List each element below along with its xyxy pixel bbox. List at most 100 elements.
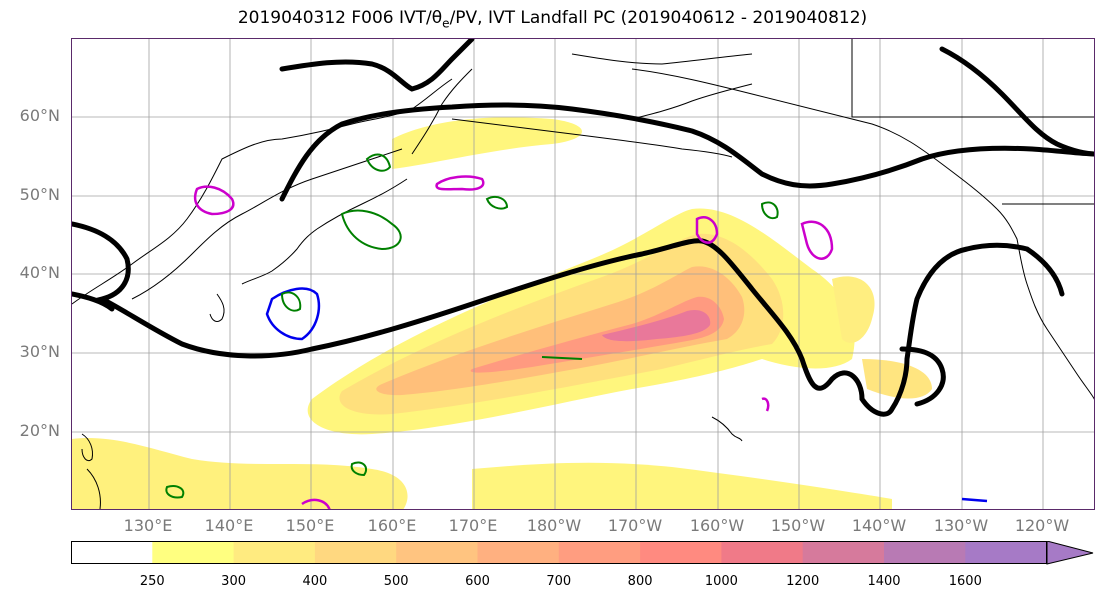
- coast-alaska-2: [631, 83, 753, 120]
- lat-label-20n: 20°N: [19, 421, 60, 440]
- pv-contour-6: [350, 461, 368, 477]
- pc-contour-north: [279, 39, 475, 92]
- colorbar-cell: [965, 541, 1048, 564]
- pc-contour-bottom-east: [899, 346, 946, 407]
- lon-label-120w: 120°W: [1014, 516, 1070, 535]
- pv-contour-5: [541, 356, 583, 360]
- lat-label-30n: 30°N: [19, 342, 60, 361]
- pv-contour-3: [485, 196, 509, 210]
- colorbar-cell: [477, 541, 560, 564]
- colorbar-cell: [884, 541, 966, 564]
- gridlines: [72, 39, 1094, 509]
- map-title: 2019040312 F006 IVT/θe/PV, IVT Landfall …: [0, 8, 1105, 30]
- pv-contour-4: [760, 201, 779, 220]
- coast-asia-2: [131, 148, 403, 300]
- coast-korea: [209, 293, 225, 322]
- colorbar-tick-label: 250: [139, 574, 165, 589]
- title-prefix: 2019040312 F006 IVT/: [237, 8, 432, 28]
- ivt-band-north: [392, 117, 582, 169]
- pv-contour-1: [340, 209, 402, 251]
- ivt-colorbar: [71, 541, 1094, 565]
- map-canvas: [72, 39, 1094, 509]
- colorbar-tick-label: 500: [383, 574, 409, 589]
- theta-contour-6: [761, 397, 770, 412]
- colorbar-cell: [640, 541, 722, 564]
- colorbar-tick-label: 1400: [867, 574, 901, 589]
- colorbar-tick-label: 1000: [704, 574, 738, 589]
- colorbar-cell: [721, 541, 804, 564]
- ivt-band-800: [470, 296, 724, 373]
- pc-contour-west-edge: [72, 291, 115, 312]
- colorbar-cell: [233, 541, 316, 564]
- colorbar-cell: [558, 541, 641, 564]
- coast-kuril: [316, 178, 408, 230]
- pv-contours: [165, 153, 779, 499]
- coast-boundary-canada: [851, 39, 1094, 118]
- lon-label-170e: 170°E: [448, 516, 498, 535]
- coast-bering: [571, 53, 753, 65]
- theta-e-blue-contours: [265, 287, 988, 503]
- theta-contour-3: [695, 216, 719, 244]
- lat-label-60n: 60°N: [19, 106, 60, 125]
- lon-label-180w: 180°W: [526, 516, 582, 535]
- ivt-shading: [72, 117, 932, 509]
- colorbar-tick-label: 600: [465, 574, 490, 589]
- colorbar-tick-label: 1600: [948, 574, 982, 589]
- pc-contour-main: [72, 221, 1065, 417]
- colorbar-tick-label: 700: [546, 574, 572, 589]
- map-panel: [71, 38, 1095, 510]
- coast-kamchatka: [411, 68, 473, 155]
- colorbar-tick-label: 800: [627, 574, 653, 589]
- colorbar-tick-label: 400: [302, 574, 328, 589]
- lon-label-130e: 130°E: [123, 516, 173, 535]
- colorbar-cells: [71, 541, 1048, 564]
- coast-philippines: [86, 468, 101, 509]
- pc-contours: [72, 39, 1094, 417]
- lon-label-130w: 130°W: [933, 516, 989, 535]
- coast-hawaii: [711, 416, 743, 442]
- lon-label-140e: 140°E: [204, 516, 254, 535]
- ivt-band-east-2: [862, 359, 932, 399]
- lat-label-40n: 40°N: [19, 263, 60, 282]
- coast-japan: [241, 228, 318, 285]
- theta-e-contours: [193, 175, 834, 509]
- lat-label-50n: 50°N: [19, 185, 60, 204]
- pc-contour-northloop: [279, 102, 1094, 202]
- colorbar-cell: [396, 541, 478, 564]
- lon-label-140w: 140°W: [851, 516, 907, 535]
- colorbar-tick-label: 300: [221, 574, 246, 589]
- coast-aleutian: [451, 118, 733, 158]
- title-subscript: e: [442, 16, 450, 31]
- lon-label-160e: 160°E: [367, 516, 417, 535]
- theta-contour-5: [301, 498, 331, 509]
- lon-label-150e: 150°E: [285, 516, 335, 535]
- colorbar-extend-arrow: [1046, 541, 1094, 565]
- pv-contour-8: [280, 291, 302, 312]
- pv-contour-2: [365, 153, 392, 172]
- colorbar-cell: [71, 541, 153, 564]
- colorbar-cell: [152, 541, 235, 564]
- ivt-band-south: [72, 438, 408, 509]
- pv-contour-7: [165, 485, 185, 499]
- ivt-band-1000: [602, 309, 711, 342]
- ivt-band-600: [376, 266, 745, 396]
- lon-label-150w: 150°W: [770, 516, 826, 535]
- coast-northamerica: [996, 208, 1094, 400]
- theta-blue-contour-1: [265, 287, 321, 341]
- title-suffix: /PV, IVT Landfall PC (2019040612 - 20190…: [449, 8, 868, 28]
- ivt-band-east: [832, 276, 875, 343]
- lon-label-170w: 170°W: [607, 516, 663, 535]
- title-theta: θ: [431, 8, 443, 28]
- theta-contour-2: [435, 175, 485, 191]
- theta-contour-4: [800, 220, 834, 260]
- pc-contour-east: [939, 46, 1094, 157]
- lon-label-160w: 160°W: [689, 516, 745, 535]
- colorbar-tick-label: 1200: [786, 574, 820, 589]
- ivt-band-south-2: [472, 462, 892, 509]
- colorbar-cell: [314, 541, 397, 564]
- theta-contour-1: [193, 185, 235, 216]
- coast-alaska: [631, 68, 998, 210]
- theta-blue-contour-2: [961, 497, 988, 503]
- colorbar-cell: [802, 541, 885, 564]
- coast-taiwan: [81, 433, 93, 462]
